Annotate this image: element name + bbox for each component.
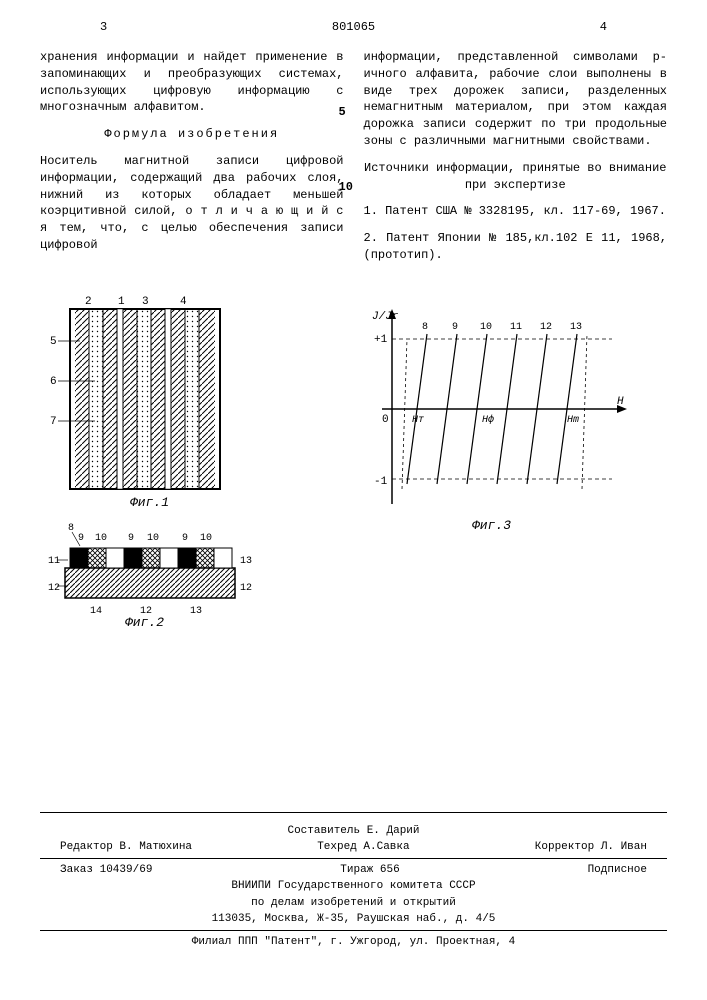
fig1-label-6: 6	[50, 376, 57, 388]
svg-text:13: 13	[570, 322, 582, 333]
fig3-caption: Фиг.3	[472, 518, 511, 533]
svg-text:8: 8	[422, 322, 428, 333]
svg-text:8: 8	[68, 523, 74, 534]
footer-tech: Техред А.Савка	[317, 839, 409, 856]
left-para-2: Носитель магнитной записи цифровой инфор…	[40, 153, 344, 254]
document-number: 801065	[332, 20, 375, 34]
figure-3: J/Jr +1 -1 0 H Hт Hф Hm 8 9 10 11 12 13 …	[352, 294, 632, 544]
svg-text:Hm: Hm	[567, 415, 579, 426]
footer-order: Заказ 10439/69	[60, 862, 152, 879]
footer-corrector: Корректор Л. Иван	[535, 839, 647, 856]
footer-editor: Редактор В. Матюхина	[60, 839, 192, 856]
svg-text:-1: -1	[374, 476, 388, 488]
page: 3 801065 4 хранения информации и найдет …	[0, 0, 707, 970]
page-number-left: 3	[100, 20, 107, 34]
svg-text:13: 13	[240, 556, 252, 567]
fig1-label-5: 5	[50, 336, 57, 348]
footer-order-row: Заказ 10439/69 Тираж 656 Подписное	[40, 862, 667, 879]
footer-credits-row: Редактор В. Матюхина Техред А.Савка Корр…	[40, 839, 667, 859]
footer-address2: Филиал ППП "Патент", г. Ужгород, ул. Про…	[40, 934, 667, 951]
fig1-caption: Фиг.1	[130, 495, 169, 510]
svg-text:13: 13	[190, 606, 202, 617]
formula-title: Формула изобретения	[40, 126, 344, 143]
svg-text:9: 9	[128, 533, 134, 544]
fig2-caption: Фиг.2	[125, 615, 164, 628]
right-column: 5 10 информации, представленной символам…	[364, 49, 668, 274]
svg-text:10: 10	[147, 533, 159, 544]
svg-text:10: 10	[95, 533, 107, 544]
footer-tirazh: Тираж 656	[340, 862, 399, 879]
footer-org1: ВНИИПИ Государственного комитета СССР	[40, 878, 667, 895]
figure-1: 2 1 3 4 5 6 7 Фиг.1	[40, 294, 240, 514]
svg-text:12: 12	[540, 322, 552, 333]
footer-compiler: Составитель Е. Дарий	[40, 823, 667, 840]
svg-text:9: 9	[182, 533, 188, 544]
svg-text:11: 11	[510, 322, 522, 333]
reference-1: 1. Патент США № 3328195, кл. 117-69, 196…	[364, 203, 668, 220]
figure-2: 9 10 9 10 9 10 8 11 12 13 12 14 12 13 Фи…	[40, 518, 260, 628]
page-number-right: 4	[600, 20, 607, 34]
svg-text:11: 11	[48, 556, 60, 567]
fig1-label-4: 4	[180, 296, 187, 308]
svg-text:14: 14	[90, 606, 102, 617]
figures-container: 2 1 3 4 5 6 7 Фиг.1	[40, 294, 667, 632]
svg-text:9: 9	[452, 322, 458, 333]
left-column: хранения информации и найдет применение …	[40, 49, 344, 274]
footer: Составитель Е. Дарий Редактор В. Матюхин…	[40, 812, 667, 951]
fig1-label-7: 7	[50, 416, 57, 428]
figures-right-group: J/Jr +1 -1 0 H Hт Hф Hm 8 9 10 11 12 13 …	[352, 294, 666, 548]
svg-text:9: 9	[78, 533, 84, 544]
right-para-1: 5 10 информации, представленной символам…	[364, 49, 668, 150]
svg-text:H: H	[617, 396, 624, 408]
fig1-label-1: 1	[118, 296, 125, 308]
footer-address1: 113035, Москва, Ж-35, Раушская наб., д. …	[40, 911, 667, 931]
svg-text:12: 12	[240, 583, 252, 594]
svg-text:+1: +1	[374, 334, 388, 346]
text-columns: хранения информации и найдет применение …	[40, 49, 667, 274]
figures-left-group: 2 1 3 4 5 6 7 Фиг.1	[40, 294, 322, 632]
svg-text:10: 10	[200, 533, 212, 544]
sources-title: Источники информации, принятые во вниман…	[364, 160, 668, 194]
svg-text:0: 0	[382, 414, 389, 426]
line-number-10: 10	[339, 179, 353, 196]
footer-org2: по делам изобретений и открытий	[40, 895, 667, 912]
svg-text:Hт: Hт	[412, 415, 424, 426]
svg-text:10: 10	[480, 322, 492, 333]
fig1-label-2: 2	[85, 296, 92, 308]
left-para-1: хранения информации и найдет применение …	[40, 49, 344, 116]
line-number-5: 5	[339, 104, 346, 121]
svg-text:Hф: Hф	[482, 413, 494, 426]
svg-text:12: 12	[48, 583, 60, 594]
svg-text:J/Jr: J/Jr	[372, 311, 399, 323]
header: 3 801065 4	[40, 20, 667, 34]
fig1-label-3: 3	[142, 296, 149, 308]
reference-2: 2. Патент Японии № 185,кл.102 Е 11, 1968…	[364, 230, 668, 264]
footer-podpisnoe: Подписное	[588, 862, 647, 879]
